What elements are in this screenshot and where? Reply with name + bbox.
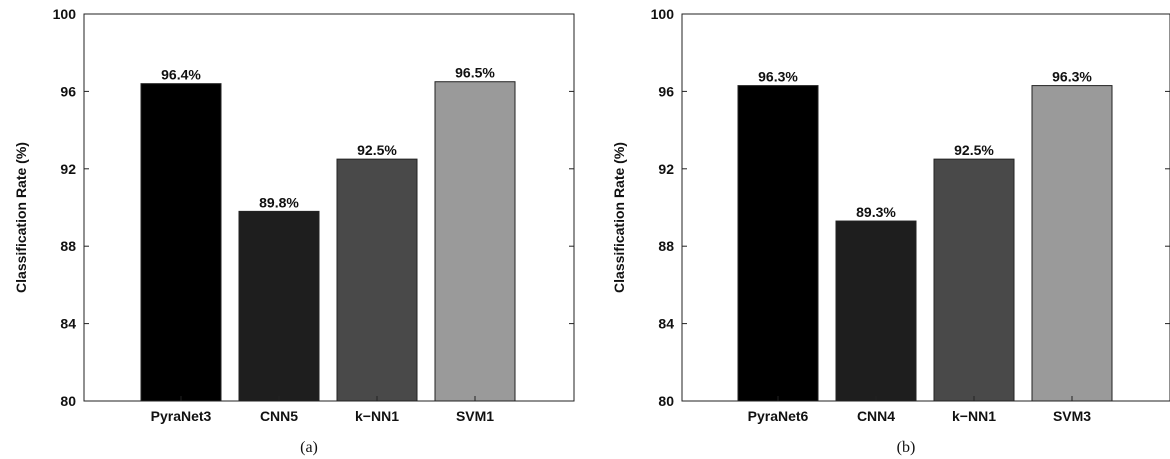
- axes-frame: [83, 13, 575, 402]
- y-tick-label: 92: [658, 161, 674, 177]
- y-tick-label: 80: [658, 393, 674, 409]
- x-tick-label: CNN5: [260, 408, 298, 424]
- y-axis-label: Classification Rate (%): [611, 142, 627, 293]
- x-tick-label: k−NN1: [952, 408, 996, 424]
- x-tick-label: CNN4: [857, 408, 895, 424]
- bar: [835, 220, 917, 402]
- data-label: 96.3%: [1052, 69, 1092, 85]
- y-tick-label: 84: [60, 316, 76, 332]
- y-tick-label: 100: [53, 6, 77, 22]
- x-tick-label: SVM1: [456, 408, 494, 424]
- panel-caption: (a): [300, 439, 318, 456]
- y-tick-label: 88: [60, 238, 76, 254]
- x-tick-label: k−NN1: [355, 408, 399, 424]
- y-tick-label: 96: [60, 83, 76, 99]
- chart-panel-1: 80 84 88 92 96 100 96.3% PyraNet6 89.3% CNN4 92.5%…: [611, 6, 1170, 456]
- data-label: 92.5%: [954, 142, 994, 158]
- panel-caption: (b): [897, 439, 916, 456]
- bar: [737, 85, 819, 402]
- x-tick-label: PyraNet3: [151, 408, 212, 424]
- bar: [336, 158, 418, 402]
- y-tick-label: 100: [651, 6, 675, 22]
- bar: [1031, 85, 1113, 402]
- y-tick-label: 96: [658, 83, 674, 99]
- y-tick-label: 92: [60, 161, 76, 177]
- y-axis-label: Classification Rate (%): [13, 142, 29, 293]
- data-label: 96.3%: [758, 69, 798, 85]
- y-tick-label: 80: [60, 393, 76, 409]
- bar: [434, 81, 516, 402]
- y-tick-label: 84: [658, 316, 674, 332]
- x-tick-label: SVM3: [1053, 408, 1091, 424]
- bar: [140, 83, 222, 402]
- data-label: 96.5%: [455, 65, 495, 81]
- axes-frame: [681, 13, 1170, 402]
- chart-panel-0: 80 84 88 92 96 100 96.4% PyraNet3 89.8% CNN5 92.5%…: [13, 6, 575, 456]
- data-label: 89.8%: [259, 194, 299, 210]
- data-label: 89.3%: [856, 204, 896, 220]
- y-tick-label: 88: [658, 238, 674, 254]
- data-label: 92.5%: [357, 142, 397, 158]
- data-label: 96.4%: [161, 67, 201, 83]
- x-tick-label: PyraNet6: [748, 408, 809, 424]
- bar: [933, 158, 1015, 402]
- bar: [238, 210, 320, 402]
